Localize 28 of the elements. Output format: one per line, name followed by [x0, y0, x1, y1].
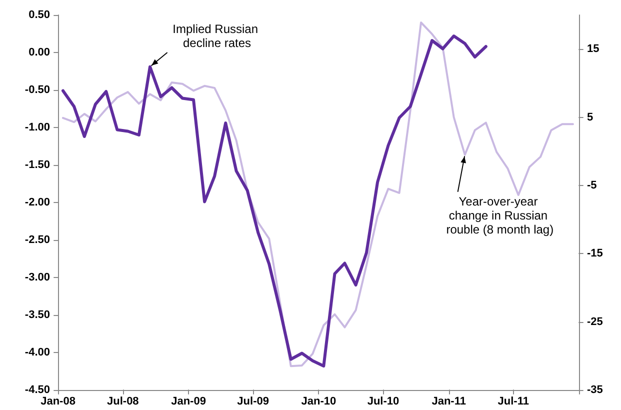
- x-tick-label: Jul-10: [367, 396, 400, 408]
- annotation: Implied Russian decline rates: [172, 22, 262, 50]
- y2-tick-label: -15: [587, 248, 603, 260]
- x-tick-label: Jan-08: [40, 396, 76, 408]
- y2-tick-label: 15: [587, 43, 600, 56]
- x-tick-label: Jan-10: [301, 396, 336, 408]
- x-tick-label: Jul-11: [498, 396, 529, 408]
- y2-tick-label: -25: [587, 316, 603, 328]
- line-series: [62, 22, 574, 368]
- y-tick-label: -1.50: [24, 159, 50, 171]
- x-tick-label: Jan-11: [432, 396, 466, 408]
- annotation: Year-over-year change in Russian rouble (8 month lag): [446, 194, 554, 236]
- y-tick-label: 0.00: [28, 46, 50, 58]
- y2-tick-label: -5: [587, 179, 597, 192]
- x-tick-label: Jul-08: [107, 396, 139, 408]
- y-tick-label: -2.50: [24, 234, 50, 246]
- y-tick-label: -1.00: [24, 122, 50, 134]
- x-tick-label: Jul-09: [237, 396, 269, 408]
- y-tick-label: -0.50: [24, 84, 50, 96]
- x-tick-label: Jan-09: [171, 396, 206, 408]
- y-tick-label: -3.50: [24, 309, 50, 321]
- y2-tick-label: 5: [587, 111, 594, 124]
- y-tick-label: -4.00: [24, 346, 50, 358]
- y-tick-label: 0.50: [28, 9, 50, 21]
- y-tick-label: -4.50: [24, 384, 50, 396]
- y-tick-label: -2.00: [24, 196, 50, 208]
- y2-tick-label: -35: [587, 384, 603, 396]
- y-tick-label: -3.00: [24, 272, 50, 284]
